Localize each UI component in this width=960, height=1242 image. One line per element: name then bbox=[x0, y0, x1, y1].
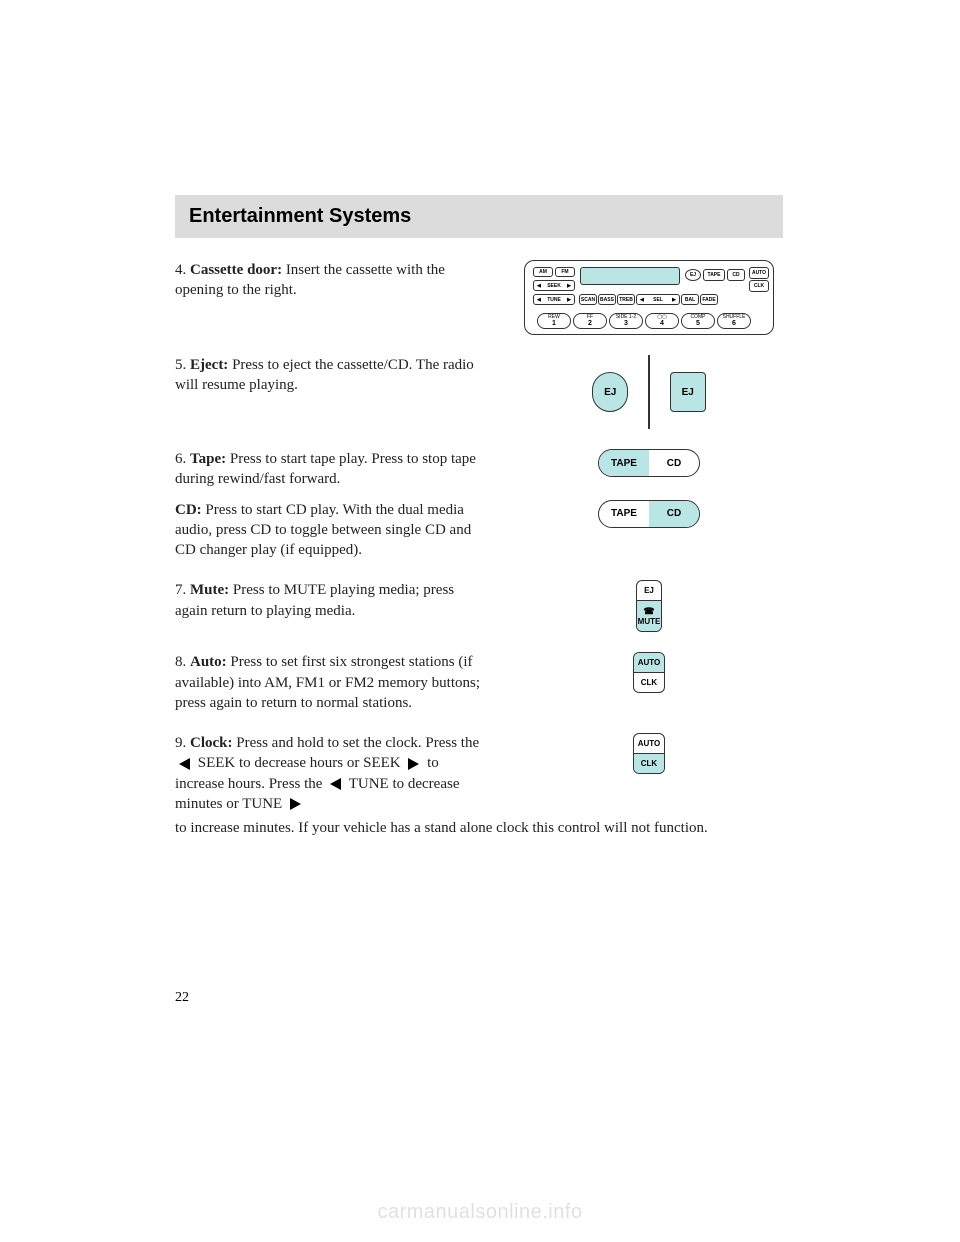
tape-half: TAPE bbox=[599, 501, 649, 527]
tape-diagram: TAPE CD bbox=[515, 449, 783, 477]
mute-diagram: EJ ☎MUTE bbox=[515, 580, 783, 632]
ej-button-oval: EJ bbox=[592, 372, 628, 412]
watermark: carmanualsonline.info bbox=[0, 1201, 960, 1224]
item-6a: 6. Tape: Press to start tape play. Press… bbox=[175, 449, 783, 490]
radio-diagram: AM FM EJ TAPE CD AUTO CLK ◀ SEEK ▶ ◀ TU bbox=[515, 260, 783, 335]
seek-btn: ◀ SEEK ▶ bbox=[533, 280, 575, 291]
tape-btn: TAPE bbox=[703, 269, 725, 281]
item-label: CD: bbox=[175, 502, 202, 518]
item-9: 9. Clock: Press and hold to set the cloc… bbox=[175, 733, 783, 814]
page-content: Entertainment Systems 4. Cassette door: … bbox=[175, 195, 783, 838]
cd-half: CD bbox=[649, 501, 699, 527]
left-triangle-icon bbox=[330, 778, 341, 790]
clk-cell: CLK bbox=[634, 672, 664, 692]
item-5: 5. Eject: Press to eject the cassette/CD… bbox=[175, 355, 783, 429]
auto-clk-button-2: AUTO CLK bbox=[633, 733, 665, 774]
item-label: Auto: bbox=[190, 654, 227, 670]
item-6b-text: CD: Press to start CD play. With the dua… bbox=[175, 500, 485, 561]
item-8: 8. Auto: Press to set first six stronges… bbox=[175, 652, 783, 713]
phone-icon: ☎ bbox=[643, 606, 654, 616]
tape-cd-pill: TAPE CD bbox=[598, 449, 700, 477]
cd-half: CD bbox=[649, 450, 699, 476]
item-body: Press to start CD play. With the dual me… bbox=[175, 502, 471, 559]
bal-btn: BAL bbox=[681, 294, 699, 305]
item-6a-text: 6. Tape: Press to start tape play. Press… bbox=[175, 449, 485, 490]
page-number: 22 bbox=[175, 990, 189, 1006]
ej-button-square: EJ bbox=[670, 372, 706, 412]
fade-btn: FADE bbox=[700, 294, 718, 305]
tune-btn: ◀ TUNE ▶ bbox=[533, 294, 575, 305]
preset-3: SIDE 1-23 bbox=[609, 313, 643, 329]
ej-cell: EJ bbox=[637, 581, 661, 600]
t9e: to increase minutes. If your vehicle has… bbox=[175, 820, 708, 836]
preset-5: COMP5 bbox=[681, 313, 715, 329]
item-num: 6. bbox=[175, 451, 186, 467]
item-num: 5. bbox=[175, 357, 186, 373]
right-triangle-icon bbox=[408, 758, 419, 770]
item-9-continuation: to increase minutes. If your vehicle has… bbox=[175, 818, 783, 838]
auto-cell: AUTO bbox=[634, 734, 664, 753]
tape-cd-pill-2: TAPE CD bbox=[598, 500, 700, 528]
t9a: Press and hold to set the clock. Press t… bbox=[233, 735, 480, 751]
right-triangle-icon bbox=[290, 798, 301, 810]
divider-line bbox=[648, 355, 650, 429]
mute-cell: ☎MUTE bbox=[637, 600, 661, 631]
item-label: Clock: bbox=[190, 735, 233, 751]
item-label: Mute: bbox=[190, 582, 229, 598]
ej-mute-button: EJ ☎MUTE bbox=[636, 580, 662, 632]
item-9-text: 9. Clock: Press and hold to set the cloc… bbox=[175, 733, 485, 814]
radio-unit: AM FM EJ TAPE CD AUTO CLK ◀ SEEK ▶ ◀ TU bbox=[524, 260, 774, 335]
item-label: Tape: bbox=[190, 451, 226, 467]
clk-btn: CLK bbox=[749, 280, 769, 292]
sel-btn: ◀ SEL ▶ bbox=[636, 294, 680, 305]
item-label: Eject: bbox=[190, 357, 228, 373]
item-5-text: 5. Eject: Press to eject the cassette/CD… bbox=[175, 355, 485, 396]
bass-btn: BASS bbox=[598, 294, 616, 305]
item-num: 4. bbox=[175, 262, 186, 278]
item-7-text: 7. Mute: Press to MUTE playing media; pr… bbox=[175, 580, 485, 621]
item-6b: CD: Press to start CD play. With the dua… bbox=[175, 500, 783, 561]
clock-diagram: AUTO CLK bbox=[515, 733, 783, 774]
item-4: 4. Cassette door: Insert the cassette wi… bbox=[175, 260, 783, 335]
item-num: 9. bbox=[175, 735, 186, 751]
preset-row: REW1 FF2 SIDE 1-23 ▢▢4 COMP5 SHUFFLE6 bbox=[537, 313, 751, 329]
cd-diagram: TAPE CD bbox=[515, 500, 783, 528]
preset-6: SHUFFLE6 bbox=[717, 313, 751, 329]
eject-diagram: EJ EJ bbox=[515, 355, 783, 429]
item-label: Cassette door: bbox=[190, 262, 282, 278]
cd-btn: CD bbox=[727, 269, 745, 281]
auto-cell: AUTO bbox=[634, 653, 664, 672]
tape-half: TAPE bbox=[599, 450, 649, 476]
preset-1: REW1 bbox=[537, 313, 571, 329]
ej-buttons: EJ EJ bbox=[592, 355, 706, 429]
radio-display bbox=[580, 267, 680, 285]
preset-2: FF2 bbox=[573, 313, 607, 329]
item-8-text: 8. Auto: Press to set first six stronges… bbox=[175, 652, 485, 713]
auto-clk-button: AUTO CLK bbox=[633, 652, 665, 693]
left-triangle-icon bbox=[179, 758, 190, 770]
item-7: 7. Mute: Press to MUTE playing media; pr… bbox=[175, 580, 783, 632]
preset-4: ▢▢4 bbox=[645, 313, 679, 329]
t9b: SEEK to decrease hours or SEEK bbox=[194, 755, 404, 771]
section-title: Entertainment Systems bbox=[189, 205, 769, 228]
scan-btn: SCAN bbox=[579, 294, 597, 305]
fm-btn: FM bbox=[555, 267, 575, 277]
item-num: 7. bbox=[175, 582, 186, 598]
auto-btn: AUTO bbox=[749, 267, 769, 279]
am-btn: AM bbox=[533, 267, 553, 277]
item-4-text: 4. Cassette door: Insert the cassette wi… bbox=[175, 260, 485, 301]
item-num: 8. bbox=[175, 654, 186, 670]
ej-btn: EJ bbox=[685, 269, 701, 281]
auto-diagram: AUTO CLK bbox=[515, 652, 783, 693]
clk-cell: CLK bbox=[634, 753, 664, 773]
section-header: Entertainment Systems bbox=[175, 195, 783, 238]
treb-btn: TREB bbox=[617, 294, 635, 305]
